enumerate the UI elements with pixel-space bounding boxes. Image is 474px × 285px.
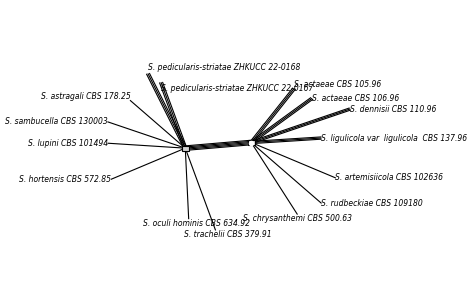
Text: S. actaeae CBS 105.96: S. actaeae CBS 105.96 — [294, 80, 381, 89]
Text: S. artemisiicola CBS 102636: S. artemisiicola CBS 102636 — [335, 173, 443, 182]
Text: S. oculi hominis CBS 634.92: S. oculi hominis CBS 634.92 — [143, 219, 250, 228]
Text: S. sambucella CBS 130003: S. sambucella CBS 130003 — [5, 117, 108, 127]
FancyBboxPatch shape — [182, 146, 189, 151]
Text: S. hortensis CBS 572.85: S. hortensis CBS 572.85 — [19, 175, 111, 184]
Text: S. chrysanthemi CBS 500.63: S. chrysanthemi CBS 500.63 — [243, 214, 352, 223]
Text: S. pedicularis-striatae ZHKUCC 22-0167: S. pedicularis-striatae ZHKUCC 22-0167 — [161, 84, 313, 93]
Text: S. lupini CBS 101494: S. lupini CBS 101494 — [28, 139, 108, 148]
Text: S. rudbeckiae CBS 109180: S. rudbeckiae CBS 109180 — [321, 199, 423, 207]
FancyBboxPatch shape — [248, 140, 255, 145]
Text: S. trachelii CBS 379.91: S. trachelii CBS 379.91 — [184, 230, 272, 239]
Text: S. actaeae CBS 106.96: S. actaeae CBS 106.96 — [311, 94, 399, 103]
Text: S. astragali CBS 178.25: S. astragali CBS 178.25 — [41, 91, 130, 101]
Text: S. pedicularis-striatae ZHKUCC 22-0168: S. pedicularis-striatae ZHKUCC 22-0168 — [148, 64, 301, 72]
Text: S. dennisii CBS 110.96: S. dennisii CBS 110.96 — [350, 105, 436, 114]
Text: S. ligulicola var  ligulicola  CBS 137.96: S. ligulicola var ligulicola CBS 137.96 — [321, 134, 467, 142]
